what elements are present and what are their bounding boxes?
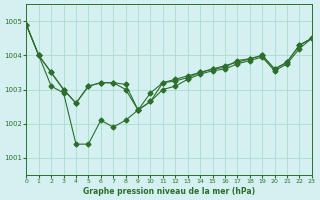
X-axis label: Graphe pression niveau de la mer (hPa): Graphe pression niveau de la mer (hPa) xyxy=(83,187,255,196)
